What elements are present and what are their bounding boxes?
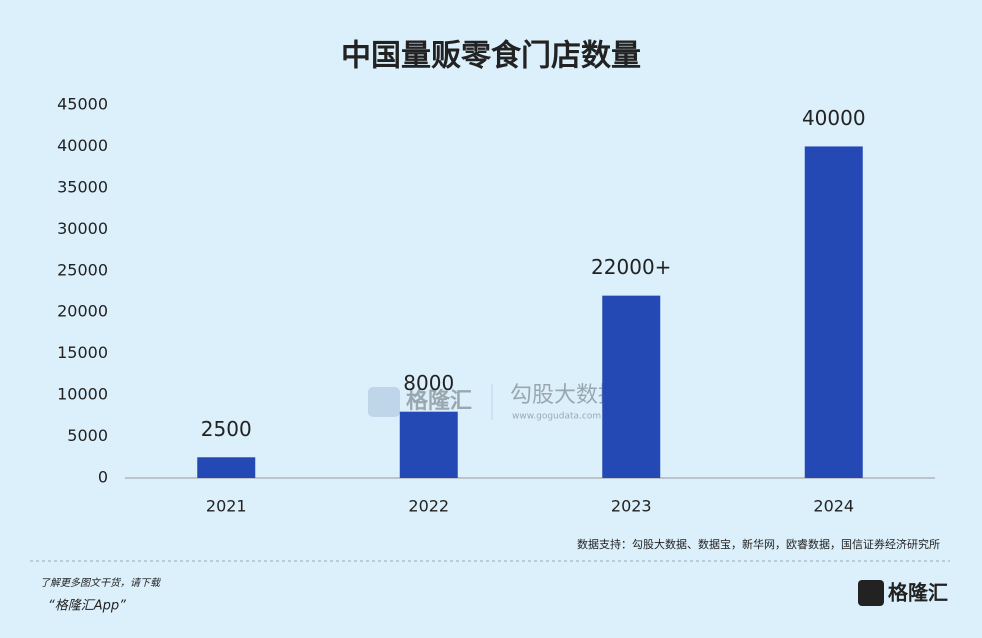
value-label: 40000 <box>802 106 866 130</box>
chart-title: 中国量贩零食门店数量 <box>341 39 641 74</box>
watermark-brand: 格隆汇 <box>406 388 472 414</box>
watermark-partner: 勾股大数据 <box>510 383 620 408</box>
x-tick-label: 2021 <box>206 497 247 516</box>
y-tick-label: 10000 <box>57 385 108 404</box>
watermark: 格隆汇 勾股大数据 www.gogudata.com <box>368 383 620 422</box>
y-tick-label: 35000 <box>57 177 108 196</box>
bar <box>197 457 256 478</box>
y-tick-label: 20000 <box>57 302 108 321</box>
source-note: 数据支持：勾股大数据、数据宝，新华网，欧睿数据，国信证券经济研究所 <box>577 537 940 551</box>
footer-logo: 格隆汇 <box>888 581 948 605</box>
value-label: 2500 <box>201 417 252 441</box>
x-tick-label: 2022 <box>408 497 449 516</box>
x-tick-label: 2023 <box>611 497 652 516</box>
x-tick-label: 2024 <box>813 497 854 516</box>
y-tick-label: 15000 <box>57 343 108 362</box>
logo-icon <box>858 580 884 606</box>
bar <box>399 411 458 478</box>
footer-app: “格隆汇App” <box>48 599 126 614</box>
value-label: 8000 <box>403 371 454 395</box>
y-tick-label: 5000 <box>67 426 108 445</box>
y-tick-label: 30000 <box>57 219 108 238</box>
bar <box>804 146 863 478</box>
footer-prompt: 了解更多图文干货，请下载 <box>40 577 162 589</box>
bar <box>602 295 661 478</box>
y-tick-label: 45000 <box>57 95 108 114</box>
watermark-icon <box>368 387 400 417</box>
y-tick-label: 0 <box>98 468 108 487</box>
y-tick-label: 40000 <box>57 136 108 155</box>
watermark-url: www.gogudata.com <box>512 412 601 422</box>
y-tick-label: 25000 <box>57 260 108 279</box>
value-label: 22000+ <box>591 255 671 279</box>
